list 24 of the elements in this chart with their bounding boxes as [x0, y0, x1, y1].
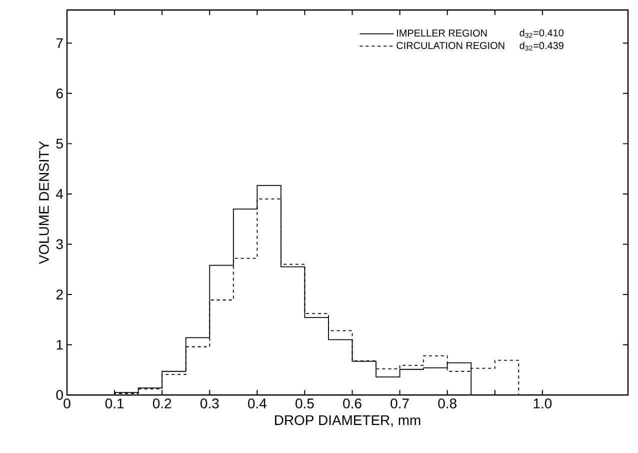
- y-axis-title: VOLUME DENSITY: [38, 141, 49, 264]
- y-tick-label: 5: [56, 138, 63, 149]
- y-tick-label: 7: [56, 38, 63, 48]
- y-tick-label: 6: [56, 88, 63, 98]
- x-axis-title: DROP DIAMETER, mm: [275, 415, 420, 427]
- x-tick-label: 0.3: [200, 398, 219, 408]
- annotation: d$_{32}$=0.410: [520, 29, 564, 38]
- x-tick-label: 0.5: [296, 398, 314, 408]
- x-tick-label: 1.0: [534, 398, 552, 408]
- x-tick-label: 0.8: [438, 398, 456, 408]
- x-tick-label: 0.7: [390, 398, 409, 408]
- y-tick-label: 2: [56, 290, 63, 300]
- legend-label: IMPELLER REGION: [397, 30, 487, 37]
- annotation: d$_{32}$=0.439: [520, 42, 564, 51]
- x-tick-label: 0.2: [152, 398, 172, 408]
- x-tick-label: 0: [64, 398, 70, 408]
- x-tick-label: 0.4: [248, 398, 266, 408]
- y-tick-label: 0: [56, 390, 63, 400]
- x-tick-label: 0.1: [105, 398, 124, 408]
- y-tick-label: 3: [56, 239, 63, 250]
- legend-label: CIRCULATION REGION: [396, 42, 504, 50]
- y-tick-label: 1: [56, 340, 63, 350]
- y-tick-label: 4: [56, 189, 64, 199]
- x-tick-label: 0.6: [343, 398, 362, 408]
